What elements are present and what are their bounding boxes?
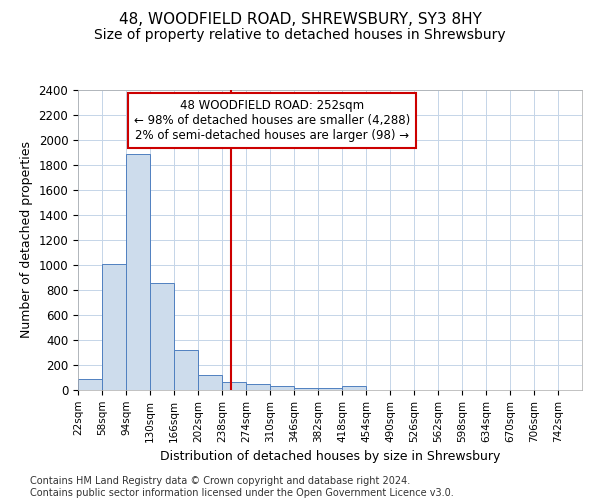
Text: Size of property relative to detached houses in Shrewsbury: Size of property relative to detached ho… bbox=[94, 28, 506, 42]
Bar bbox=[318, 388, 342, 390]
Bar bbox=[150, 282, 174, 390]
Bar bbox=[294, 388, 318, 390]
Bar bbox=[78, 379, 102, 390]
Bar bbox=[174, 350, 198, 390]
Bar bbox=[198, 375, 222, 390]
Bar bbox=[270, 386, 294, 390]
Bar bbox=[102, 264, 126, 390]
Text: 48, WOODFIELD ROAD, SHREWSBURY, SY3 8HY: 48, WOODFIELD ROAD, SHREWSBURY, SY3 8HY bbox=[119, 12, 481, 28]
Bar bbox=[342, 386, 366, 390]
Text: Contains HM Land Registry data © Crown copyright and database right 2024.
Contai: Contains HM Land Registry data © Crown c… bbox=[30, 476, 454, 498]
X-axis label: Distribution of detached houses by size in Shrewsbury: Distribution of detached houses by size … bbox=[160, 450, 500, 463]
Bar bbox=[126, 154, 150, 390]
Text: 48 WOODFIELD ROAD: 252sqm
← 98% of detached houses are smaller (4,288)
2% of sem: 48 WOODFIELD ROAD: 252sqm ← 98% of detac… bbox=[134, 99, 410, 142]
Bar bbox=[246, 384, 270, 390]
Bar bbox=[222, 382, 246, 390]
Y-axis label: Number of detached properties: Number of detached properties bbox=[20, 142, 33, 338]
